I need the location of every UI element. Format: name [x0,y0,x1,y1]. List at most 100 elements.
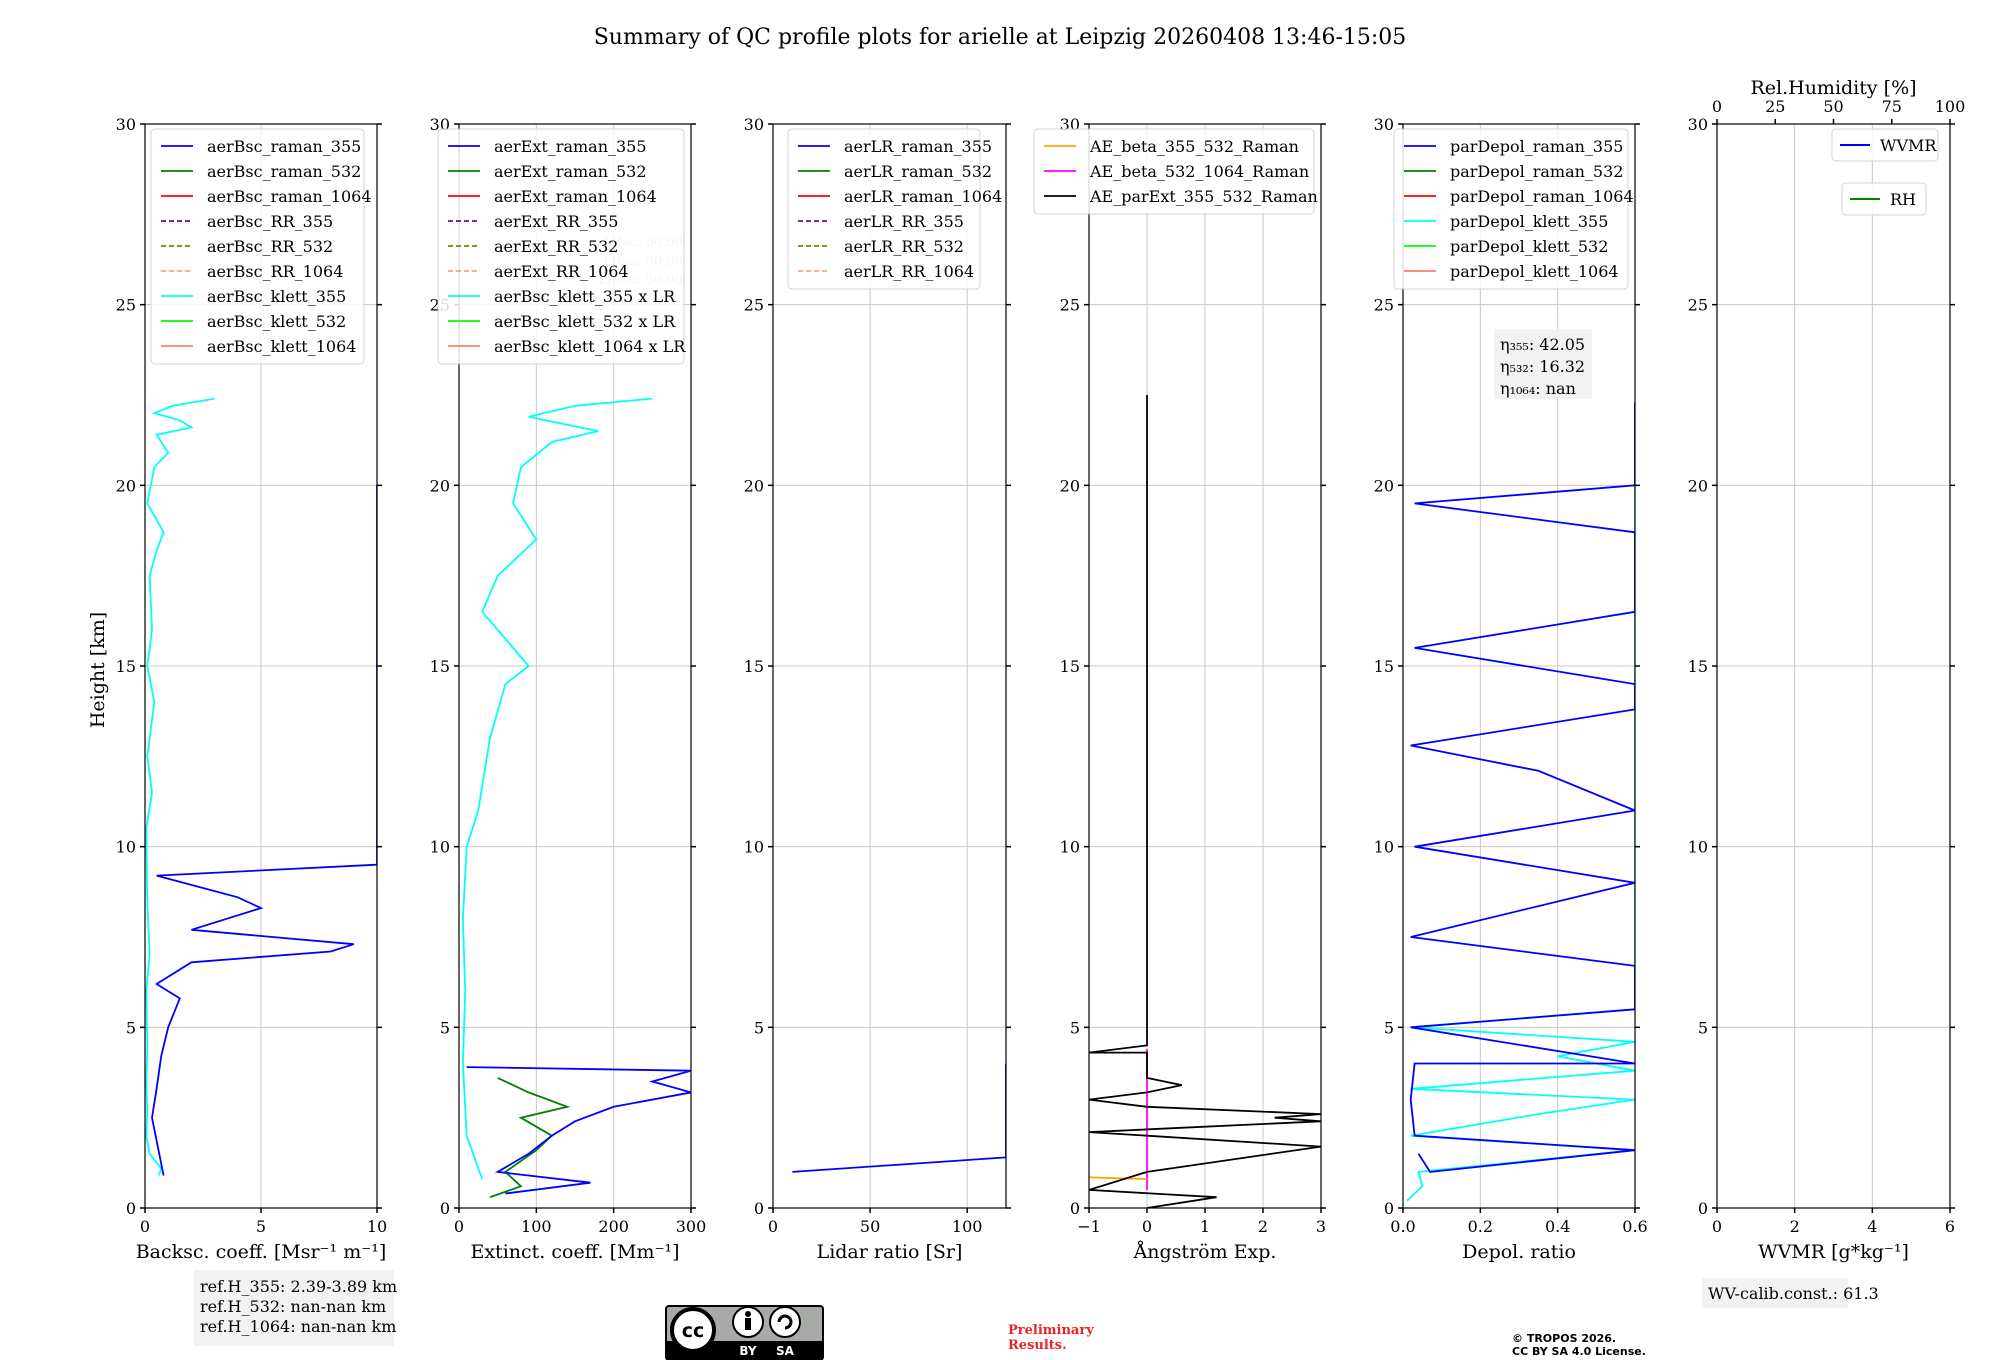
y-tick-label: 0 [1698,1199,1708,1218]
legend-label-WVMR: WVMR [1880,136,1937,155]
legend-label-aerLR_raman_1064: aerLR_raman_1064 [844,187,1002,206]
legend-label-aerBsc_RR_532: aerBsc_RR_532 [207,237,333,256]
x-axis-label-bsc: Backsc. coeff. [Msr⁻¹ m⁻¹] [136,1241,387,1263]
cc-license-badge: cc BY SA [665,1305,824,1360]
legend-label-aerBsc_klett_532 x LR: aerBsc_klett_532 x LR [494,312,676,331]
y-tick-label: 5 [126,1018,136,1037]
legend-label-aerBsc_klett_1064: aerBsc_klett_1064 [207,337,356,356]
eta-532: η₅₃₂: 16.32 [1500,357,1585,376]
x-tick-label: 300 [676,1217,707,1236]
x-tick-label: 3 [1316,1217,1326,1236]
legend-label-aerExt_RR_1064: aerExt_RR_1064 [494,262,629,281]
series-group [145,397,377,1176]
wv-calib-box [1702,1278,1848,1308]
y-tick-label: 0 [1070,1199,1080,1218]
x-axis-label-depol: Depol. ratio [1462,1241,1576,1263]
y-tick-label: 30 [1374,115,1394,134]
y-tick-label: 0 [1384,1199,1394,1218]
legend-label-aerBsc_klett_355: aerBsc_klett_355 [207,287,346,306]
legend-wv: WVMR RH [1831,128,1939,216]
y-tick-label: 15 [744,657,764,676]
share-alike-icon [769,1306,801,1338]
y-tick-label: 30 [116,115,136,134]
y-tick-label: 0 [440,1199,450,1218]
x-axis-label-wv: WVMR [g*kg⁻¹] [1758,1241,1909,1263]
y-tick-label: 15 [116,657,136,676]
copyright-line1: © TROPOS 2026. [1512,1332,1616,1345]
person-body [745,1318,751,1330]
y-axis-label: Height [km] [87,612,109,728]
series-line-AE_beta_355_532_Raman [1089,1176,1148,1180]
x-tick-label: 100 [952,1217,983,1236]
eta-355: η₃₅₅: 42.05 [1500,335,1585,354]
y-tick-label: 15 [1374,657,1394,676]
legend-label-aerBsc_raman_532: aerBsc_raman_532 [207,162,361,181]
x-tick-label: 0 [768,1217,778,1236]
x-tick-label: 200 [598,1217,629,1236]
x-tick-label: 0.0 [1390,1217,1415,1236]
ref-h-532: ref.H_532: nan-nan km [200,1297,386,1316]
share-alike-arrow [777,1314,793,1330]
preliminary-label-line1: Preliminary [1008,1323,1094,1338]
y-tick-label: 25 [1688,296,1708,315]
y-tick-label: 15 [1688,657,1708,676]
y-tick-label: 30 [1688,115,1708,134]
legend-label-aerBsc_RR_1064: aerBsc_RR_1064 [207,262,343,281]
x-tick-label: 0 [1712,1217,1722,1236]
series-group [792,1063,1006,1173]
x-tick-label: 1 [1200,1217,1210,1236]
legend-label-aerExt_RR_532: aerExt_RR_532 [494,237,618,256]
y-tick-label: 5 [440,1018,450,1037]
series-group [1406,402,1635,1202]
x-tick-label: 50 [860,1217,880,1236]
x-tick-label: 2 [1790,1217,1800,1236]
legend-label-aerBsc_RR_355: aerBsc_RR_355 [207,212,333,231]
y-tick-label: 5 [1384,1018,1394,1037]
x-tick-label: 100 [521,1217,552,1236]
preliminary-label-line2: Results. [1008,1338,1067,1353]
badge-sa-label: SA [776,1344,795,1358]
y-tick-label: 25 [1060,296,1080,315]
top-x-tick-label: 50 [1823,97,1843,116]
legend-label-aerBsc_raman_1064: aerBsc_raman_1064 [207,187,372,206]
series-group [1089,395,1321,1208]
y-tick-label: 5 [1698,1018,1708,1037]
legend-label-aerExt_raman_355: aerExt_raman_355 [494,137,647,156]
series-line-parDepol_raman_355 [1409,402,1635,1173]
legend-label-AE_parExt_355_532_Raman: AE_parExt_355_532_Raman [1089,187,1318,206]
top-x-tick-label: 75 [1882,97,1902,116]
cc-logo-text: cc [682,1320,705,1342]
series-line-aerBsc_klett_355 [145,397,215,1176]
legend-label-AE_beta_532_1064_Raman: AE_beta_532_1064_Raman [1089,162,1309,181]
top-x-tick-label: 100 [1935,97,1966,116]
x-tick-label: 6 [1945,1217,1955,1236]
legend-box [1033,128,1315,215]
series-line-AE_parExt_355_532_Raman [1089,395,1321,1208]
y-tick-label: 5 [1070,1018,1080,1037]
legend-label-aerLR_RR_1064: aerLR_RR_1064 [844,262,974,281]
legend-label-aerBsc_klett_532: aerBsc_klett_532 [207,312,346,331]
legend-label-aerBsc_klett_355 x LR: aerBsc_klett_355 x LR [494,287,676,306]
series-group [461,397,691,1199]
legend-lr: aerLR_raman_355 aerLR_raman_532 aerLR_rama… [787,128,1002,290]
copyright-line2: CC BY SA 4.0 License. [1512,1345,1646,1358]
wv-calib-annotation: WV-calib.const.: 61.3 [1702,1278,1879,1308]
series-line-aerBsc_klett_355 x LR [461,397,653,1180]
ref-h-355: ref.H_355: 2.39-3.89 km [200,1277,397,1296]
top-axis-label: Rel.Humidity [%] [1750,77,1916,99]
y-tick-label: 15 [430,657,450,676]
legend-label-aerBsc_klett_1064 x LR: aerBsc_klett_1064 x LR [494,337,686,356]
y-tick-label: 20 [744,476,764,495]
x-tick-label: 0.6 [1622,1217,1647,1236]
figure-title: Summary of QC profile plots for arielle … [594,25,1407,50]
legend-box [1393,128,1629,290]
x-tick-label: 0.4 [1545,1217,1570,1236]
wv-calib-text: WV-calib.const.: 61.3 [1708,1284,1879,1303]
x-tick-label: 2 [1258,1217,1268,1236]
legend-label-AE_beta_355_532_Raman: AE_beta_355_532_Raman [1089,137,1299,156]
legend-label-aerLR_raman_532: aerLR_raman_532 [844,162,992,181]
legend-label-aerBsc_raman_355: aerBsc_raman_355 [207,137,361,156]
series-line-parDepol_klett_355 [1406,402,1635,1202]
